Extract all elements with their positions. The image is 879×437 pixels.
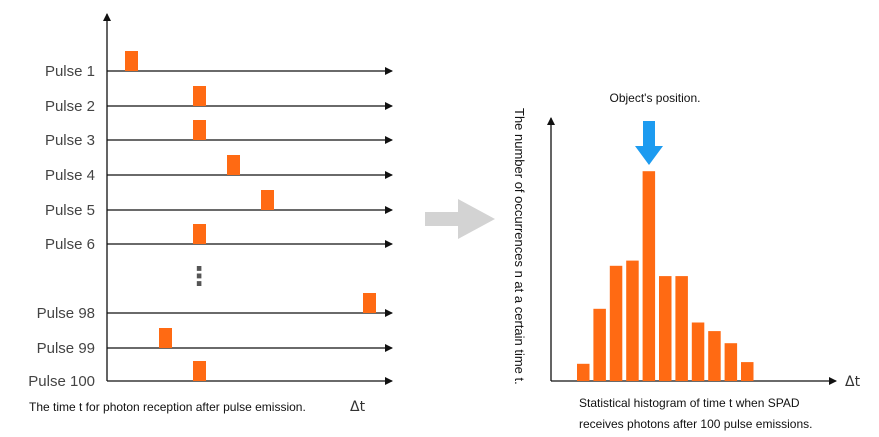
histogram-bar bbox=[675, 276, 688, 381]
histogram-panel: The number of occurrences n at a certain… bbox=[512, 91, 861, 431]
pulse-row: Pulse 100 bbox=[28, 361, 206, 390]
histogram-y-axis-label: The number of occurrences n at a certain… bbox=[512, 108, 527, 385]
histogram-caption-line-1: Statistical histogram of time t when SPA… bbox=[579, 396, 800, 410]
down-arrow-icon bbox=[635, 121, 663, 165]
histogram-bar bbox=[593, 308, 606, 381]
histogram-bar bbox=[626, 260, 639, 381]
pulse-row: Pulse 99 bbox=[37, 328, 393, 357]
pulse-label: Pulse 99 bbox=[37, 340, 95, 357]
photon-detection-marker bbox=[159, 328, 172, 348]
photon-detection-marker bbox=[261, 190, 274, 210]
photon-detection-marker bbox=[227, 155, 240, 175]
histogram-bar bbox=[724, 343, 738, 381]
photon-detection-marker bbox=[193, 361, 206, 381]
histogram-bar bbox=[609, 265, 623, 381]
histogram-bars bbox=[577, 171, 754, 381]
histogram-bar bbox=[691, 322, 705, 381]
right-arrow-icon bbox=[425, 199, 495, 239]
pulse-label: Pulse 3 bbox=[45, 132, 95, 149]
histogram-caption-line-2: receives photons after 100 pulse emissio… bbox=[579, 417, 812, 431]
photon-detection-marker bbox=[125, 51, 138, 71]
photon-detection-marker bbox=[193, 86, 206, 106]
pulse-row: Pulse 5 bbox=[45, 190, 393, 219]
photon-detection-marker bbox=[193, 120, 206, 140]
pulse-row: Pulse 1 bbox=[45, 51, 393, 80]
pulse-label: Pulse 4 bbox=[45, 167, 95, 184]
photon-detection-marker bbox=[363, 293, 376, 313]
pulse-label: Pulse 5 bbox=[45, 202, 95, 219]
pulse-label: Pulse 1 bbox=[45, 63, 95, 80]
histogram-delta-t-symbol: Δt bbox=[845, 374, 861, 390]
histogram-bar bbox=[642, 171, 656, 381]
pulse-row: Pulse 3 bbox=[45, 120, 393, 149]
histogram-bar bbox=[741, 362, 754, 381]
pulse-row: Pulse 6 bbox=[45, 224, 393, 253]
pulse-timeline-panel: Pulse 1 Pulse 2 Pulse 3 Pulse 4 Pulse 5 Pulse… bbox=[28, 13, 393, 415]
pulse-row: Pulse 98 bbox=[37, 293, 393, 322]
histogram-bar bbox=[708, 331, 721, 381]
left-delta-t-symbol: Δt bbox=[350, 399, 366, 415]
pulse-row: Pulse 4 bbox=[45, 155, 393, 184]
left-caption: The time t for photon reception after pu… bbox=[29, 400, 306, 414]
histogram-bar bbox=[577, 363, 590, 381]
ellipsis-mark: ⋮ bbox=[186, 262, 212, 292]
pulse-label: Pulse 6 bbox=[45, 236, 95, 253]
pulse-label: Pulse 2 bbox=[45, 98, 95, 115]
pulse-row: Pulse 2 bbox=[45, 86, 393, 115]
pulse-label: Pulse 100 bbox=[28, 373, 95, 390]
pulse-rows: Pulse 1 Pulse 2 Pulse 3 Pulse 4 Pulse 5 Pulse… bbox=[28, 51, 393, 390]
histogram-bar bbox=[659, 276, 672, 381]
object-position-annotation: Object's position. bbox=[609, 91, 700, 105]
pulse-label: Pulse 98 bbox=[37, 305, 95, 322]
photon-detection-marker bbox=[193, 224, 206, 244]
